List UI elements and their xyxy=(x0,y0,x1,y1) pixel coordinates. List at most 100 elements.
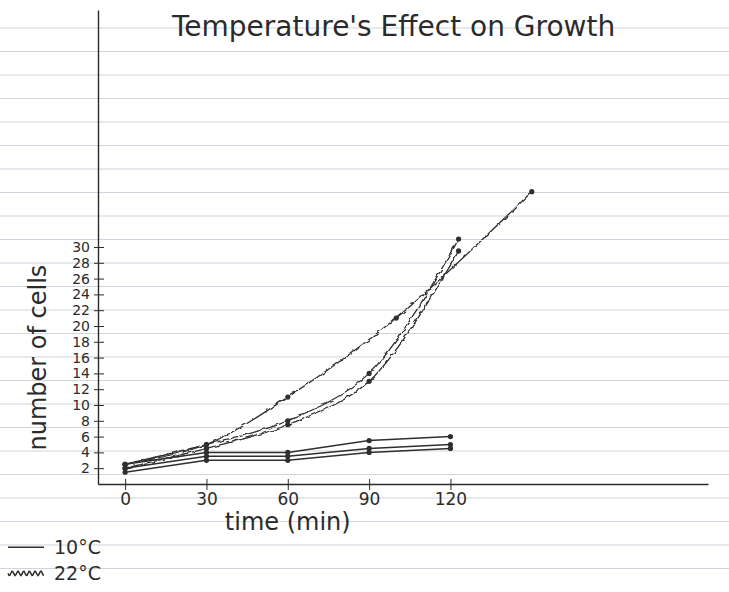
y-tick-label: 18 xyxy=(72,334,90,350)
paper-rule xyxy=(0,474,729,475)
paper-rule xyxy=(0,145,729,146)
y-tick-label: 28 xyxy=(72,255,90,271)
plot-area xyxy=(123,189,535,475)
series-marker xyxy=(285,395,290,400)
y-tick: 6 xyxy=(81,429,104,445)
x-axis-title: time (min) xyxy=(225,508,351,536)
paper-rule xyxy=(0,404,729,405)
y-tick: 16 xyxy=(72,350,104,366)
y-tick-mark xyxy=(94,326,104,327)
series-line xyxy=(125,239,458,464)
y-tick-mark xyxy=(94,437,104,438)
y-tick-mark xyxy=(94,389,104,390)
x-tick-label: 90 xyxy=(359,489,381,509)
series-marker xyxy=(448,446,453,451)
paper-rule xyxy=(0,169,729,170)
paper-rule xyxy=(0,216,729,217)
paper-rule xyxy=(0,286,729,287)
y-tick-label: 16 xyxy=(72,350,90,366)
y-tick: 30 xyxy=(72,239,104,255)
y-tick-label: 10 xyxy=(72,397,90,413)
paper-rule xyxy=(0,451,729,452)
y-tick-mark xyxy=(94,358,104,359)
x-tick-label: 0 xyxy=(120,489,131,509)
series-marker xyxy=(367,438,372,443)
series-marker xyxy=(367,379,372,384)
chart: Temperature's Effect on Growth2468101214… xyxy=(0,0,729,592)
paper-rule xyxy=(0,263,729,264)
paper xyxy=(0,0,729,592)
y-axis-title: number of cells xyxy=(24,265,52,451)
y-tick: 12 xyxy=(72,381,104,397)
series-marker xyxy=(448,434,453,439)
y-tick-label: 12 xyxy=(72,381,90,397)
series-marker xyxy=(456,248,461,253)
y-tick-label: 30 xyxy=(72,239,90,255)
series-marker xyxy=(529,189,534,194)
paper-rule xyxy=(0,51,729,52)
x-tick: 30 xyxy=(196,479,218,509)
legend-label: 10°C xyxy=(54,536,101,558)
paper-rule xyxy=(0,192,729,193)
legend: 10°C 22°C xyxy=(8,536,101,584)
y-tick-mark xyxy=(94,452,104,453)
y-tick: 4 xyxy=(81,444,104,460)
y-tick-label: 24 xyxy=(72,286,90,302)
x-tick: 60 xyxy=(277,479,299,509)
y-tick-label: 26 xyxy=(72,271,90,287)
paper-rule xyxy=(0,521,729,522)
series-marker xyxy=(285,422,290,427)
x-axis: 0 30 60 90 120 xyxy=(99,479,709,509)
y-tick-mark xyxy=(94,294,104,295)
y-tick: 8 xyxy=(81,413,104,429)
legend-swatch xyxy=(8,547,44,549)
x-axis-line xyxy=(99,484,709,485)
y-tick-label: 2 xyxy=(81,460,90,476)
y-tick: 20 xyxy=(72,318,104,334)
paper-rule xyxy=(0,239,729,240)
y-tick-mark xyxy=(94,421,104,422)
y-tick-label: 22 xyxy=(72,302,90,318)
y-tick-label: 4 xyxy=(81,444,90,460)
paper-rule xyxy=(0,357,729,358)
x-tick: 0 xyxy=(120,479,131,509)
y-tick-label: 6 xyxy=(81,429,90,445)
series-marker xyxy=(123,466,128,471)
paper-rule xyxy=(0,380,729,381)
paper-rule xyxy=(0,75,729,76)
y-tick: 28 xyxy=(72,255,104,271)
series-marker xyxy=(456,237,461,242)
y-tick: 10 xyxy=(72,397,104,413)
y-tick-mark xyxy=(94,247,104,248)
paper-rule xyxy=(0,333,729,334)
paper-rule xyxy=(0,568,729,569)
title: Temperature's Effect on Growth xyxy=(171,10,615,43)
y-axis: 24681012141618202224262830 xyxy=(72,11,104,485)
series-line xyxy=(125,448,450,472)
legend-swatch xyxy=(8,571,44,575)
y-tick-label: 20 xyxy=(72,318,90,334)
series-line xyxy=(125,192,532,465)
paper-rule xyxy=(0,427,729,428)
y-tick-mark xyxy=(94,342,104,343)
y-tick-mark xyxy=(94,405,104,406)
series-marker xyxy=(204,458,209,463)
y-tick-label: 8 xyxy=(81,413,90,429)
x-tick: 120 xyxy=(435,479,467,509)
y-tick: 18 xyxy=(72,334,104,350)
y-tick-mark xyxy=(94,263,104,264)
paper-rule xyxy=(0,122,729,123)
series-marker xyxy=(123,466,128,471)
x-tick-label: 30 xyxy=(196,489,218,509)
series-marker xyxy=(367,371,372,376)
y-tick: 2 xyxy=(81,460,104,476)
series-line xyxy=(125,251,458,468)
series-marker xyxy=(204,446,209,451)
y-tick-mark xyxy=(94,468,104,469)
y-tick-mark xyxy=(94,373,104,374)
legend-label: 22°C xyxy=(54,562,101,584)
paper-rules xyxy=(0,28,729,569)
y-tick-label: 14 xyxy=(72,365,90,381)
series-marker xyxy=(367,450,372,455)
x-tick-label: 120 xyxy=(435,489,467,509)
